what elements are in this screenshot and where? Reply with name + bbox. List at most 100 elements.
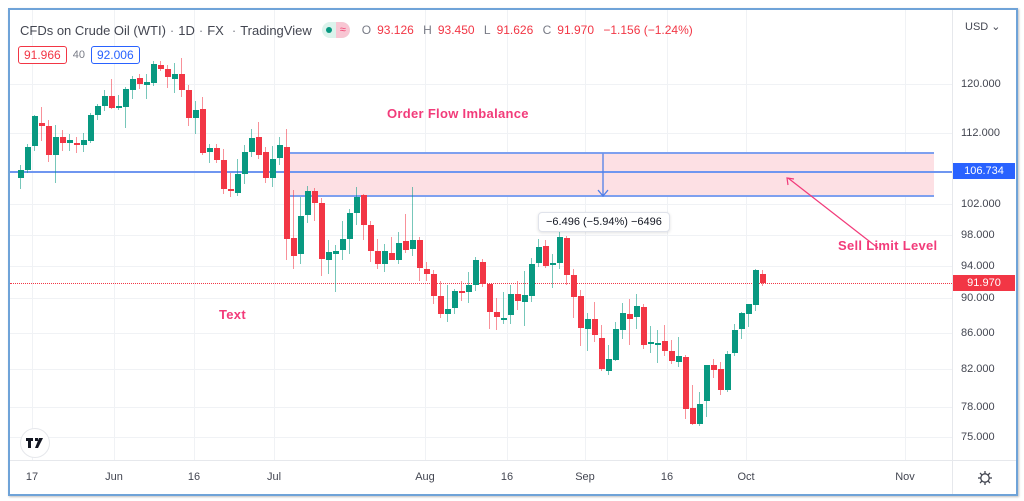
- candle-body: [241, 152, 248, 174]
- candle-body: [101, 95, 108, 107]
- candle-wick: [293, 190, 294, 270]
- price-tick-label: 94.000: [961, 260, 995, 272]
- measure-tooltip: −6.496 (−5.94%) −6496: [538, 212, 670, 232]
- candle-wick: [692, 385, 693, 425]
- candle-body: [640, 306, 647, 345]
- price-axis[interactable]: USD ⌄ 120.000 112.000 102.000 98.000 94.000 9…: [952, 10, 1016, 460]
- candle-wick: [650, 326, 651, 353]
- candle-body: [458, 291, 465, 294]
- candle-body: [108, 95, 115, 108]
- candle-wick: [146, 74, 147, 100]
- candle-body: [297, 215, 304, 255]
- candle-body: [73, 143, 80, 146]
- candle-body: [136, 77, 143, 84]
- last-price-tag: 91.970: [953, 275, 1015, 291]
- candle-body: [199, 108, 206, 154]
- time-tick-label: Oct: [737, 471, 755, 483]
- price-tick-label: 90.000: [961, 292, 995, 304]
- candle-body: [129, 78, 136, 91]
- candle-body: [395, 242, 402, 260]
- order-flow-zone[interactable]: [290, 152, 934, 197]
- candle-body: [563, 238, 570, 276]
- candle-body: [283, 146, 290, 239]
- sell-button[interactable]: 91.966: [18, 46, 67, 64]
- order-flow-label[interactable]: Order Flow Imbalance: [387, 106, 529, 121]
- candle-body: [423, 269, 430, 275]
- measure-arrow-icon[interactable]: [10, 10, 952, 460]
- candle-body: [185, 90, 192, 118]
- candle-body: [738, 312, 745, 329]
- candle-body: [206, 148, 213, 153]
- delayed-data-icon: ≈: [335, 22, 350, 38]
- chart-legend: CFDs on Crude Oil (WTI) · 1D · FX · Trad…: [20, 22, 693, 38]
- buy-button[interactable]: 92.006: [90, 46, 140, 64]
- candle-wick: [587, 312, 588, 351]
- price-tick-label: 98.000: [961, 229, 995, 241]
- separator: ·: [198, 22, 204, 38]
- candle-body: [759, 273, 766, 283]
- candle-body: [479, 262, 486, 284]
- interval[interactable]: 1D: [178, 22, 195, 38]
- candle-body: [500, 318, 507, 321]
- candle-body: [234, 174, 241, 193]
- chart-plot-area[interactable]: CFDs on Crude Oil (WTI) · 1D · FX · Trad…: [10, 10, 952, 460]
- candle-body: [143, 82, 150, 86]
- candle-body: [248, 138, 255, 153]
- candle-body: [472, 259, 479, 286]
- candle-body: [122, 88, 129, 107]
- candle-wick: [391, 236, 392, 260]
- sell-limit-label[interactable]: Sell Limit Level: [838, 238, 938, 253]
- time-axis[interactable]: 17 Jun 16 Jul Aug 16 Sep 16 Oct Nov: [10, 460, 952, 494]
- candle-wick: [111, 78, 112, 110]
- candle-body: [220, 159, 227, 189]
- candle-body: [535, 247, 542, 263]
- candle-body: [353, 197, 360, 213]
- candle-body: [381, 251, 388, 264]
- candle-body: [570, 275, 577, 298]
- price-tick-label: 78.000: [961, 401, 995, 413]
- time-tick-label: 17: [25, 471, 39, 483]
- candle-body: [66, 140, 73, 144]
- candle-body: [374, 251, 381, 264]
- candle-body: [591, 319, 598, 335]
- price-tick-label: 75.000: [961, 431, 995, 443]
- candle-wick: [230, 172, 231, 198]
- tradingview-logo-icon[interactable]: [20, 428, 50, 458]
- market-status-pill[interactable]: ≈: [321, 22, 350, 38]
- candle-wick: [664, 325, 665, 356]
- horizontal-level-line[interactable]: [10, 171, 952, 173]
- candle-body: [115, 106, 122, 109]
- candle-body: [647, 342, 654, 344]
- candle-body: [444, 308, 451, 314]
- candle-body: [556, 236, 563, 263]
- candle-body: [94, 106, 101, 115]
- candle-body: [654, 342, 661, 345]
- candle-body: [192, 109, 199, 118]
- symbol-name[interactable]: CFDs on Crude Oil (WTI): [20, 22, 166, 38]
- time-tick-label: 16: [187, 471, 201, 483]
- candle-body: [213, 148, 220, 160]
- candle-body: [437, 295, 444, 314]
- time-tick-label: Aug: [415, 471, 435, 483]
- candle-body: [717, 369, 724, 390]
- candle-wick: [552, 253, 553, 289]
- currency-selector[interactable]: USD ⌄: [965, 21, 1001, 33]
- text-label[interactable]: Text: [219, 307, 246, 322]
- candle-body: [150, 63, 157, 83]
- price-tick-label: 102.000: [961, 198, 1001, 210]
- candle-body: [59, 136, 66, 144]
- candle-body: [332, 250, 339, 254]
- candle-body: [528, 263, 535, 296]
- candle-body: [549, 262, 556, 265]
- candle-body: [689, 408, 696, 424]
- candle-body: [661, 341, 668, 351]
- chart-settings-button[interactable]: [952, 460, 1016, 494]
- candle-wick: [412, 186, 413, 256]
- candle-body: [388, 252, 395, 260]
- time-tick-label: 16: [660, 471, 674, 483]
- open-value: 93.126: [377, 23, 414, 37]
- candle-wick: [447, 285, 448, 322]
- candle-body: [402, 241, 409, 250]
- candle-body: [605, 359, 612, 371]
- candle-body: [696, 404, 703, 424]
